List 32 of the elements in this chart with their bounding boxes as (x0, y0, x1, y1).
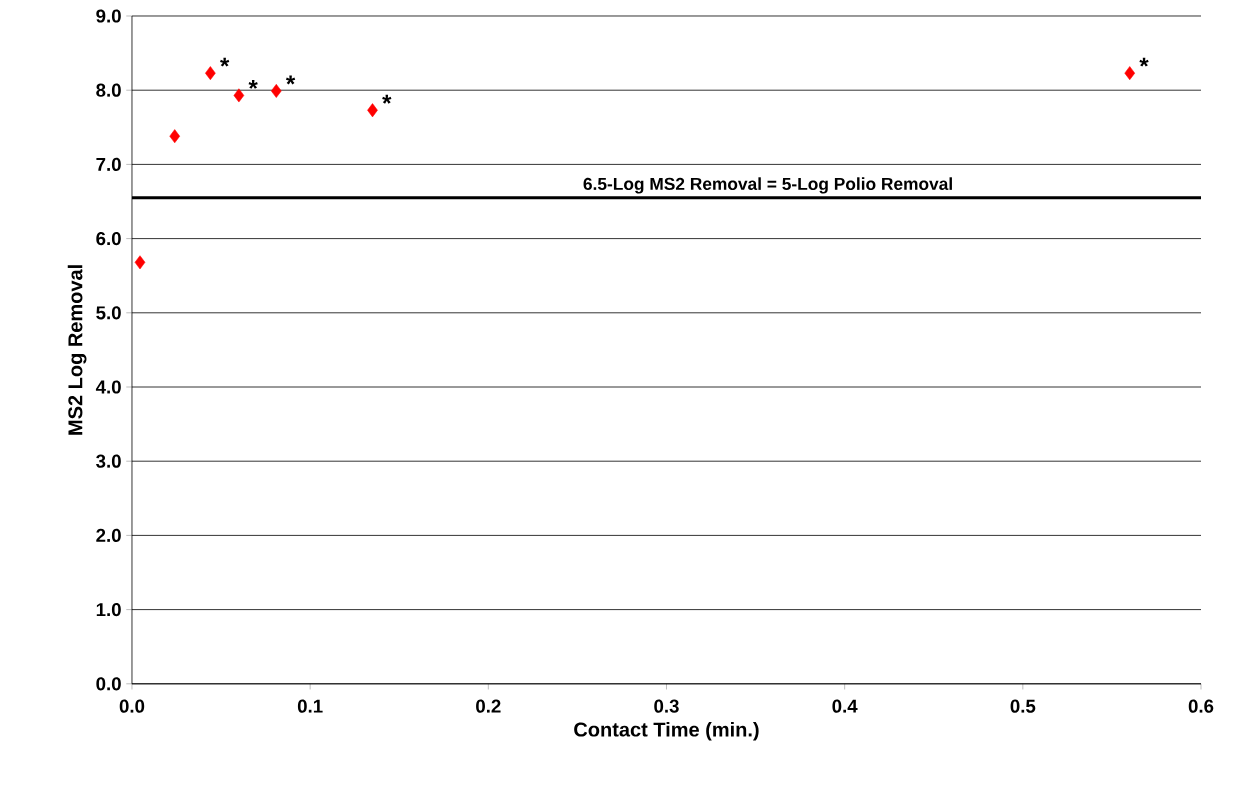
annotation: * (285, 75, 296, 85)
x-tick-label: 0.0 (119, 699, 145, 713)
y-tick-label: 2.0 (96, 528, 121, 542)
point (271, 83, 282, 98)
x-tick-label: 0.6 (1188, 699, 1214, 713)
y-tick-label: 9.0 (96, 9, 121, 23)
point (134, 255, 146, 270)
x-tick-label: 0.5 (1010, 699, 1036, 713)
x-tick-label: 0.1 (297, 699, 323, 713)
annotation: * (1139, 57, 1149, 67)
y-axis-title: MS2 Log Removal (67, 265, 87, 435)
point (1124, 65, 1136, 80)
y-tick-label: 3.0 (96, 454, 121, 468)
annotation: * (220, 57, 230, 67)
ref-line-label: 6.5-Log MS2 Removal = 5-Log Polio Removal (583, 177, 952, 194)
x-tick-label: 0.2 (476, 699, 501, 713)
y-tick-label: 0.0 (96, 676, 121, 691)
x-axis-title: Contact Time (min.) (574, 721, 759, 741)
y-tick-label: 7.0 (96, 157, 121, 171)
y-tick-label: 4.0 (95, 380, 121, 394)
point (169, 129, 180, 143)
point (205, 65, 216, 80)
x-tick-label: 0.4 (832, 699, 858, 713)
point (233, 88, 245, 103)
y-tick-label: 6.0 (96, 231, 121, 245)
y-tick-label: 5.0 (96, 305, 121, 320)
x-tick-label: 0.3 (654, 699, 679, 713)
annotation: * (382, 94, 392, 104)
y-tick-label: 1.0 (96, 602, 121, 616)
point (367, 103, 378, 117)
annotation: * (248, 79, 258, 89)
y-tick-label: 8.0 (96, 83, 121, 97)
